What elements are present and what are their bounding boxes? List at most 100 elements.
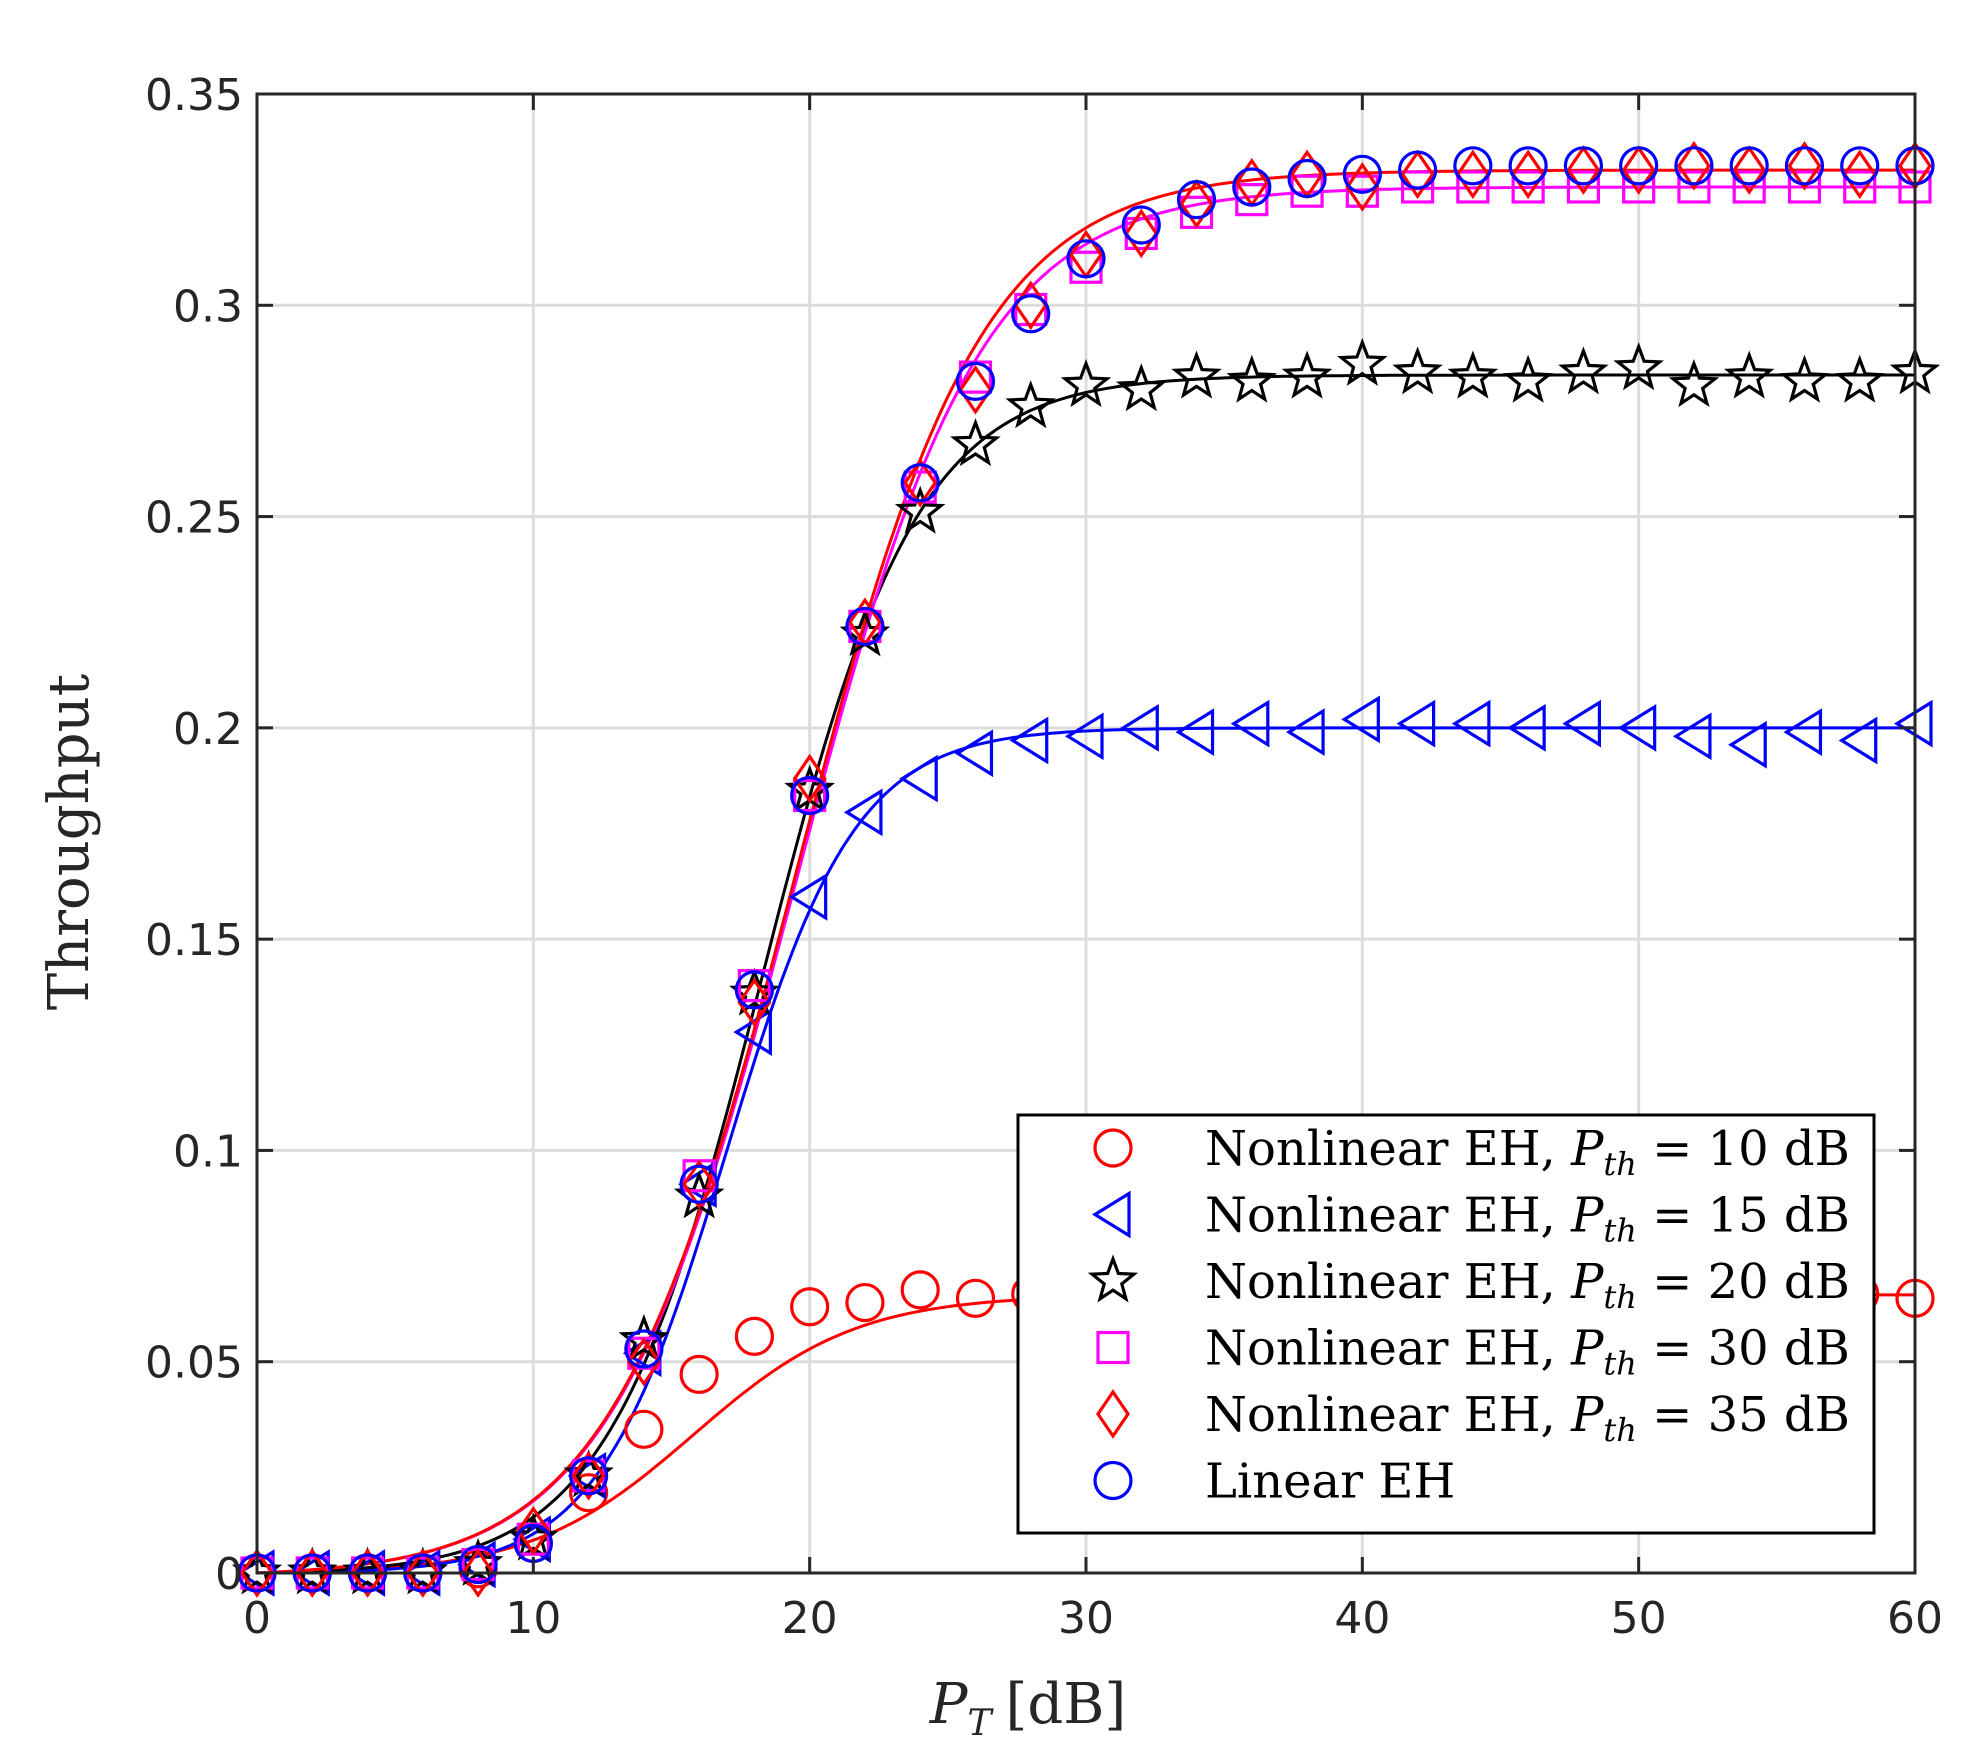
data-point-series-6 — [1397, 150, 1438, 190]
data-point-series-6 — [845, 606, 885, 647]
data-point-series-5 — [1345, 162, 1380, 212]
data-point-series-2 — [899, 754, 938, 803]
data-point-series-3 — [1447, 350, 1499, 399]
data-point-series-5 — [1787, 140, 1822, 191]
legend-label: Linear EH — [1205, 1454, 1455, 1510]
data-point-series-6 — [1066, 239, 1106, 279]
x-axis-label-subscript: T — [967, 1703, 994, 1744]
legend-marker — [1096, 1389, 1130, 1439]
data-point-series-6 — [1011, 294, 1051, 334]
model-curve — [256, 168, 1915, 1575]
data-point-series-1 — [900, 1270, 940, 1310]
data-point-series-3 — [618, 1314, 670, 1363]
data-point-series-3 — [1171, 350, 1222, 399]
data-point-series-6 — [1287, 158, 1327, 199]
x-axis-label-symbol: P — [929, 1672, 969, 1737]
data-point-series-5 — [737, 977, 772, 1028]
data-point-series-6 — [624, 1329, 664, 1369]
data-point-series-2 — [1396, 699, 1436, 748]
data-point-series-3 — [1281, 350, 1333, 399]
data-point-series-5 — [1511, 149, 1546, 200]
x-axis-label: PT [dB] — [929, 1672, 1126, 1744]
x-tick-label: 0 — [243, 1593, 271, 1644]
data-point-series-5 — [958, 364, 993, 415]
data-point-series-1 — [624, 1409, 664, 1449]
data-point-series-4 — [1843, 170, 1877, 204]
data-point-series-6 — [568, 1456, 609, 1496]
x-tick-label: 20 — [782, 1593, 838, 1644]
data-point-series-6 — [1619, 146, 1659, 186]
data-point-series-3 — [1392, 346, 1443, 395]
x-axis-label-unit: [dB] — [1006, 1672, 1127, 1737]
data-point-series-3 — [1668, 359, 1720, 408]
data-point-series-3 — [1723, 350, 1775, 399]
data-point-series-5 — [626, 1336, 661, 1387]
data-point-series-2 — [1175, 708, 1215, 756]
y-tick-label: 0.2 — [173, 704, 243, 755]
data-point-series-3 — [950, 418, 1001, 467]
legend-label: Nonlinear EH, Pth = 15 dB — [1205, 1188, 1850, 1250]
data-point-series-3 — [1779, 354, 1830, 403]
data-point-series-6 — [1784, 146, 1825, 186]
data-point-series-3 — [1005, 380, 1057, 429]
data-point-series-5 — [1732, 145, 1767, 195]
data-point-series-4 — [1456, 170, 1490, 204]
data-point-series-2 — [1507, 703, 1546, 752]
data-point-series-2 — [1286, 708, 1325, 756]
data-point-series-3 — [1060, 359, 1112, 408]
data-point-series-6 — [1342, 154, 1382, 194]
data-point-series-6 — [1674, 146, 1714, 186]
legend-label: Nonlinear EH, Pth = 35 dB — [1205, 1387, 1850, 1449]
data-point-series-2 — [1562, 699, 1601, 748]
data-point-series-5 — [1455, 149, 1490, 200]
y-tick-label: 0.3 — [173, 281, 243, 332]
data-point-series-1 — [679, 1354, 719, 1394]
data-point-series-3 — [1502, 354, 1554, 403]
y-tick-labels: 0 0.05 0.1 0.15 0.2 0.25 0.3 0.35 — [145, 70, 243, 1600]
data-point-series-3 — [1613, 342, 1664, 391]
legend-marker — [1091, 1190, 1131, 1239]
data-point-series-2 — [1230, 699, 1270, 748]
data-point-series-3 — [1558, 346, 1609, 395]
x-tick-label: 30 — [1058, 1593, 1114, 1644]
data-point-series-5 — [1400, 149, 1435, 200]
data-point-series-6 — [1453, 146, 1493, 186]
data-point-series-2 — [843, 788, 883, 837]
data-point-series-5 — [240, 1548, 274, 1598]
data-point-series-1 — [955, 1278, 996, 1318]
x-tick-label: 40 — [1334, 1593, 1390, 1644]
data-point-series-2 — [1838, 716, 1878, 765]
data-point-series-4 — [1732, 170, 1766, 204]
data-point-series-3 — [1337, 337, 1388, 386]
data-point-series-6 — [1563, 146, 1604, 186]
data-point-series-5 — [1566, 145, 1601, 195]
data-point-series-4 — [1290, 174, 1324, 208]
data-point-series-2 — [954, 729, 994, 778]
x-tick-label: 60 — [1887, 1593, 1943, 1644]
data-point-series-2 — [1783, 708, 1823, 756]
y-tick-label: 0 — [215, 1549, 243, 1600]
y-tick-label: 0.15 — [145, 915, 243, 966]
data-point-series-2 — [1341, 695, 1380, 744]
legend-label: Nonlinear EH, Pth = 30 dB — [1205, 1321, 1850, 1383]
data-point-series-3 — [1115, 363, 1167, 412]
data-point-series-6 — [679, 1164, 719, 1204]
data-point-series-6 — [1121, 205, 1161, 245]
y-axis-label: Throughput — [37, 673, 102, 1010]
y-tick-label: 0.35 — [145, 70, 243, 121]
data-point-series-4 — [1677, 170, 1711, 204]
data-point-series-5 — [1842, 149, 1877, 200]
data-point-series-5 — [461, 1548, 496, 1598]
data-point-series-5 — [350, 1548, 385, 1598]
data-point-series-4 — [793, 778, 827, 813]
data-point-series-3 — [1834, 354, 1886, 403]
data-point-series-5 — [1621, 145, 1656, 195]
data-point-series-2 — [1672, 712, 1712, 761]
data-point-series-5 — [295, 1548, 330, 1598]
data-point-series-6 — [1729, 146, 1769, 186]
data-point-series-6 — [955, 361, 996, 401]
data-point-series-6 — [790, 775, 830, 816]
data-point-series-5 — [792, 753, 827, 804]
